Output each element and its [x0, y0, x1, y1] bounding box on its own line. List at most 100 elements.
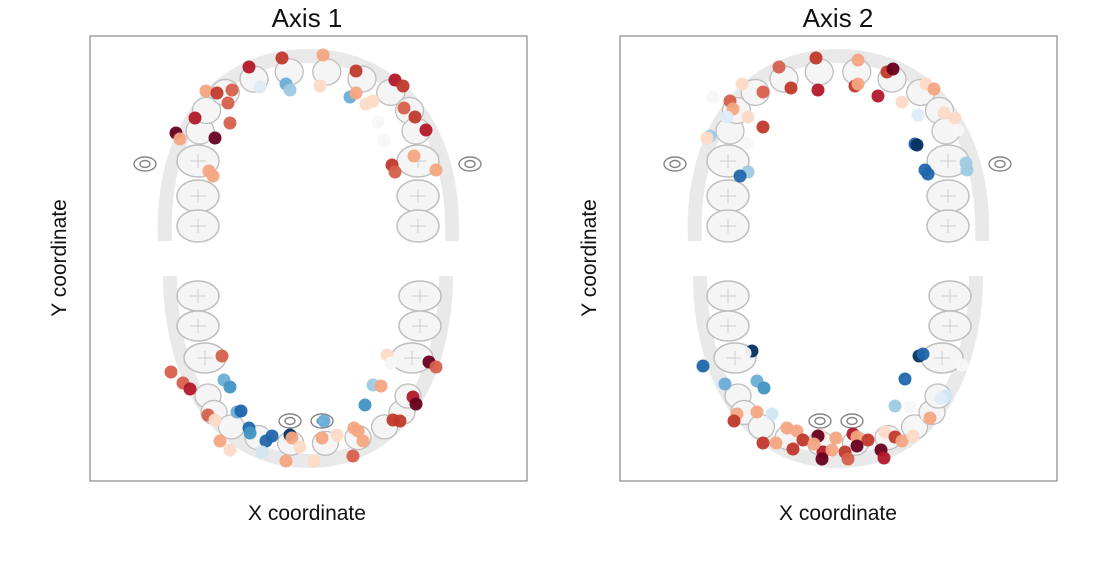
plot-frame — [619, 35, 1058, 482]
data-point — [769, 436, 783, 450]
data-point — [366, 94, 380, 108]
data-point — [208, 131, 222, 145]
data-point — [738, 346, 752, 360]
data-point — [409, 397, 423, 411]
data-point — [349, 86, 363, 100]
data-point — [199, 84, 213, 98]
data-point — [397, 101, 411, 115]
data-point — [317, 414, 331, 428]
data-point — [921, 167, 935, 181]
data-point — [358, 398, 372, 412]
data-point — [700, 131, 714, 145]
data-point — [750, 405, 764, 419]
data-point — [916, 347, 930, 361]
data-point — [206, 169, 220, 183]
data-point — [886, 62, 900, 76]
data-point — [315, 431, 329, 445]
data-point — [757, 381, 771, 395]
data-point — [371, 115, 385, 129]
data-point — [850, 439, 864, 453]
data-point — [696, 359, 710, 373]
data-point — [841, 452, 855, 466]
data-point — [223, 116, 237, 130]
x-axis-label-2: X coordinate — [779, 502, 897, 525]
data-point — [234, 404, 248, 418]
data-point — [164, 365, 178, 379]
data-point — [851, 53, 865, 67]
data-point — [349, 64, 363, 78]
chart-title-axis-1: Axis 1 — [271, 3, 343, 33]
data-point — [313, 79, 327, 93]
data-point — [948, 111, 962, 125]
data-point — [895, 434, 909, 448]
data-point — [213, 434, 227, 448]
data-point — [850, 430, 864, 444]
data-point — [316, 48, 330, 62]
data-point — [384, 356, 398, 370]
data-point — [223, 443, 237, 457]
data-point — [955, 358, 969, 372]
data-point — [910, 138, 924, 152]
data-point — [960, 163, 974, 177]
data-point — [183, 382, 197, 396]
data-point — [275, 51, 289, 65]
data-point — [356, 434, 370, 448]
data-point — [396, 79, 410, 93]
data-point — [756, 120, 770, 134]
data-point — [283, 83, 297, 97]
data-point — [871, 89, 885, 103]
data-point — [242, 60, 256, 74]
data-point — [927, 82, 941, 96]
data-point — [223, 380, 237, 394]
data-point — [809, 51, 823, 65]
data-point — [906, 429, 920, 443]
data-point — [786, 442, 800, 456]
data-point — [393, 414, 407, 428]
data-point — [951, 123, 965, 137]
data-point — [796, 433, 810, 447]
data-point — [388, 165, 402, 179]
data-point — [208, 413, 222, 427]
data-point — [285, 431, 299, 445]
data-point — [210, 86, 224, 100]
data-point — [756, 436, 770, 450]
data-point — [765, 407, 779, 421]
data-point — [706, 90, 720, 104]
data-point — [293, 440, 307, 454]
data-point — [829, 431, 843, 445]
data-point — [279, 454, 293, 468]
data-point — [225, 83, 239, 97]
data-point — [923, 411, 937, 425]
data-point — [407, 149, 421, 163]
data-point — [825, 443, 839, 457]
data-point — [903, 400, 917, 414]
data-point — [878, 425, 892, 439]
data-point — [727, 414, 741, 428]
data-point — [741, 110, 755, 124]
data-point — [419, 123, 433, 137]
data-point — [374, 379, 388, 393]
data-point — [429, 163, 443, 177]
data-point — [253, 80, 267, 94]
x-axis-label-1: X coordinate — [248, 502, 366, 525]
data-point — [351, 424, 365, 438]
data-point — [259, 434, 273, 448]
data-point — [851, 77, 865, 91]
data-point — [735, 77, 749, 91]
data-point — [898, 372, 912, 386]
data-point — [377, 134, 391, 148]
data-point — [307, 454, 321, 468]
data-point — [173, 132, 187, 146]
data-point — [740, 136, 754, 150]
chart-title-axis-2: Axis 2 — [802, 3, 874, 33]
data-point — [934, 391, 948, 405]
data-point — [408, 110, 422, 124]
data-point — [877, 451, 891, 465]
data-point — [815, 452, 829, 466]
data-point — [888, 399, 902, 413]
data-point — [188, 111, 202, 125]
data-point — [429, 360, 443, 374]
data-point — [756, 85, 770, 99]
data-point — [243, 426, 257, 440]
